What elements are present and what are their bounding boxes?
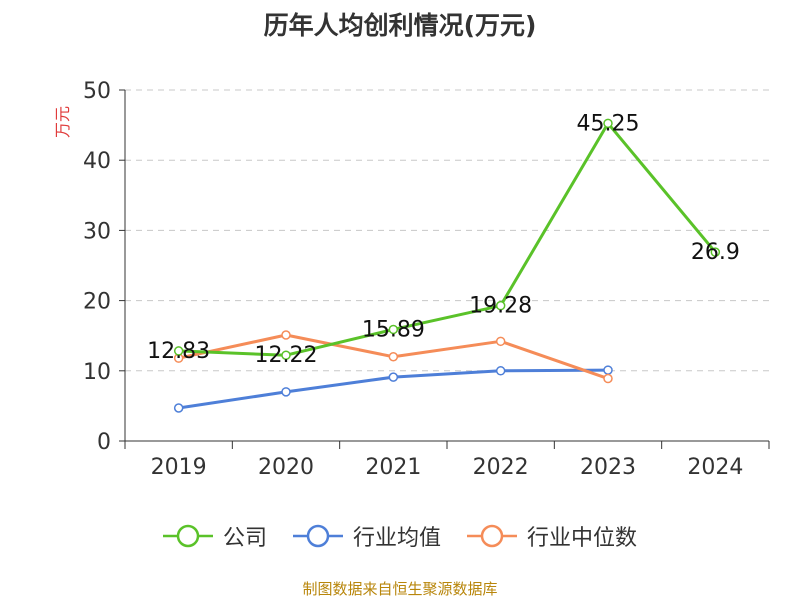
data-point <box>281 387 291 397</box>
x-tick-label: 2021 <box>365 455 421 480</box>
series-line-1 <box>178 121 717 357</box>
data-source-note: 制图数据来自恒生聚源数据库 <box>302 580 498 598</box>
y-tick-label: 0 <box>97 430 111 455</box>
legend-marker-icon <box>467 524 517 548</box>
data-point <box>388 372 399 382</box>
x-tick-label: 2022 <box>473 455 529 480</box>
y-tick-label: 20 <box>83 290 111 315</box>
x-tick-label: 2020 <box>258 455 314 480</box>
data-point <box>173 346 184 356</box>
legend-label: 行业中位数 <box>527 526 638 551</box>
data-label: 26.9 <box>691 240 740 265</box>
data-point <box>173 403 184 413</box>
y-tick-label: 50 <box>83 79 111 104</box>
legend-marker-icon <box>292 524 343 548</box>
data-point <box>388 352 399 362</box>
legend-marker-icon <box>162 524 213 548</box>
y-tick-label: 40 <box>83 149 111 174</box>
data-point <box>281 350 291 360</box>
legend-item[interactable]: 行业中位数 <box>467 520 637 552</box>
data-point <box>495 336 506 347</box>
y-axis-label: 万元 <box>53 106 72 138</box>
data-label: 45.25 <box>577 111 640 136</box>
data-point <box>388 324 399 335</box>
data-point <box>603 365 613 375</box>
x-tick-label: 2024 <box>687 455 743 480</box>
data-label: 15.89 <box>362 317 425 342</box>
data-point <box>281 330 291 340</box>
y-tick-label: 30 <box>83 219 111 244</box>
x-tick-label: 2023 <box>580 455 636 480</box>
legend-item[interactable]: 行业均值 <box>292 520 441 552</box>
chart-title: 历年人均创利情况(万元) <box>263 11 537 40</box>
data-label: 12.83 <box>147 339 210 364</box>
data-point <box>495 300 506 311</box>
data-point <box>495 366 506 376</box>
y-tick-label: 10 <box>83 360 111 385</box>
x-tick-label: 2019 <box>151 455 207 480</box>
legend-item[interactable]: 公司 <box>162 520 267 552</box>
legend-label: 行业均值 <box>352 526 441 551</box>
legend-label: 公司 <box>222 526 267 551</box>
chart-legend: 公司 行业均值 行业中位数 <box>0 520 800 552</box>
data-point <box>710 247 721 257</box>
data-label: 12.22 <box>255 343 318 368</box>
data-point <box>603 118 613 129</box>
data-label: 19.28 <box>469 294 532 319</box>
data-point <box>603 373 613 384</box>
